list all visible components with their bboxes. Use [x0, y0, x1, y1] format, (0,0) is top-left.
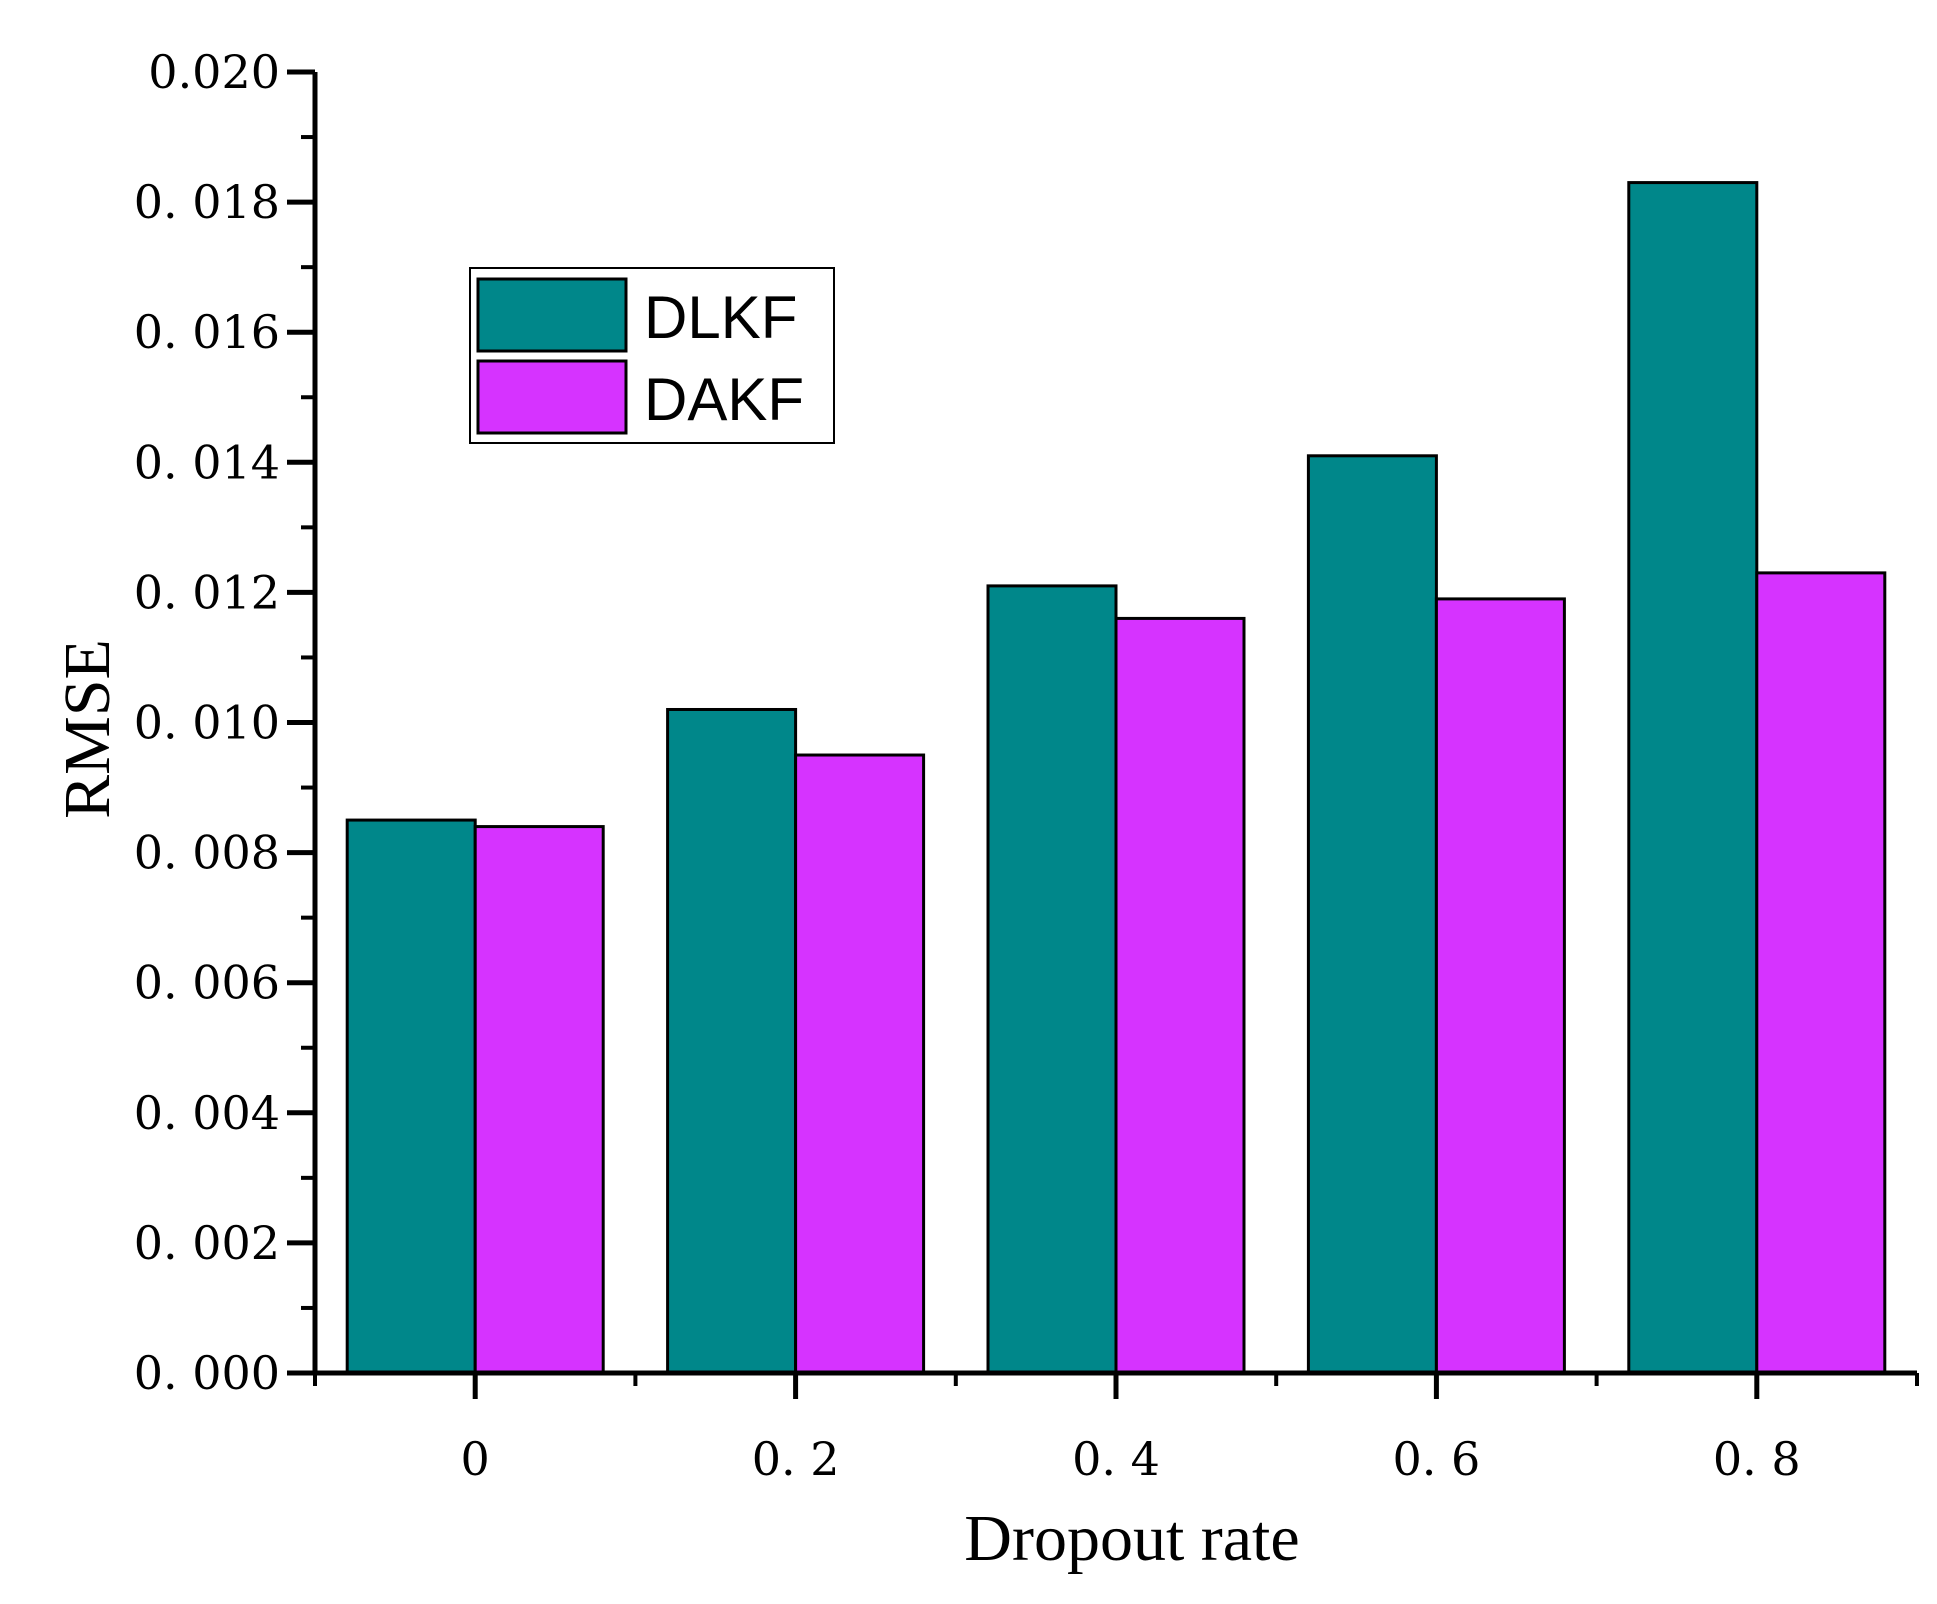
bar-dlkf-1: [666, 707, 798, 1375]
y-tick-label: 0. 004: [134, 1086, 280, 1140]
legend-label-dakf: DAKF: [644, 366, 804, 433]
x-tick-label: 0. 4: [1072, 1432, 1160, 1486]
bar-dakf-2: [1114, 616, 1246, 1375]
x-tick-label: 0. 6: [1393, 1432, 1481, 1486]
bar-dlkf-3: [1306, 454, 1438, 1375]
legend: DLKF DAKF: [469, 267, 835, 444]
legend-label-dlkf: DLKF: [644, 284, 797, 351]
legend-swatch-dlkf: [476, 277, 628, 353]
y-tick-label: 0. 010: [134, 696, 280, 750]
x-tick-label: 0: [461, 1432, 490, 1486]
y-tick-label: 0.020: [148, 45, 280, 99]
bar-dlkf-2: [986, 584, 1118, 1375]
y-tick-label: 0. 012: [134, 565, 280, 619]
bar-dakf-0: [473, 825, 605, 1375]
x-tick-label: 0. 2: [752, 1432, 840, 1486]
x-tick-label: 0. 8: [1713, 1432, 1801, 1486]
y-tick-label: 0. 006: [134, 956, 280, 1010]
bar-dlkf-4: [1627, 181, 1759, 1375]
x-ticks: 0 0. 2 0. 4 0. 6 0. 8: [313, 1373, 1919, 1486]
bar-dakf-3: [1434, 597, 1566, 1375]
y-tick-label: 0. 002: [134, 1216, 280, 1270]
bar-dakf-1: [794, 753, 926, 1375]
bars-layer: [345, 181, 1887, 1375]
bar-dlkf-0: [345, 818, 477, 1375]
y-ticks: 0. 000 0. 002 0. 004 0. 006 0. 008 0. 010 0. 0…: [134, 45, 315, 1400]
y-tick-label: 0. 014: [134, 435, 280, 489]
y-tick-label: 0. 016: [134, 305, 280, 359]
bar-dakf-4: [1755, 571, 1887, 1375]
y-tick-label: 0. 018: [134, 175, 280, 229]
y-tick-label: 0. 000: [134, 1346, 280, 1400]
x-axis-title: Dropout rate: [964, 1502, 1299, 1575]
legend-swatch-dakf: [476, 359, 628, 435]
y-tick-label: 0. 008: [134, 826, 280, 880]
y-axis-title: RMSE: [51, 639, 124, 819]
